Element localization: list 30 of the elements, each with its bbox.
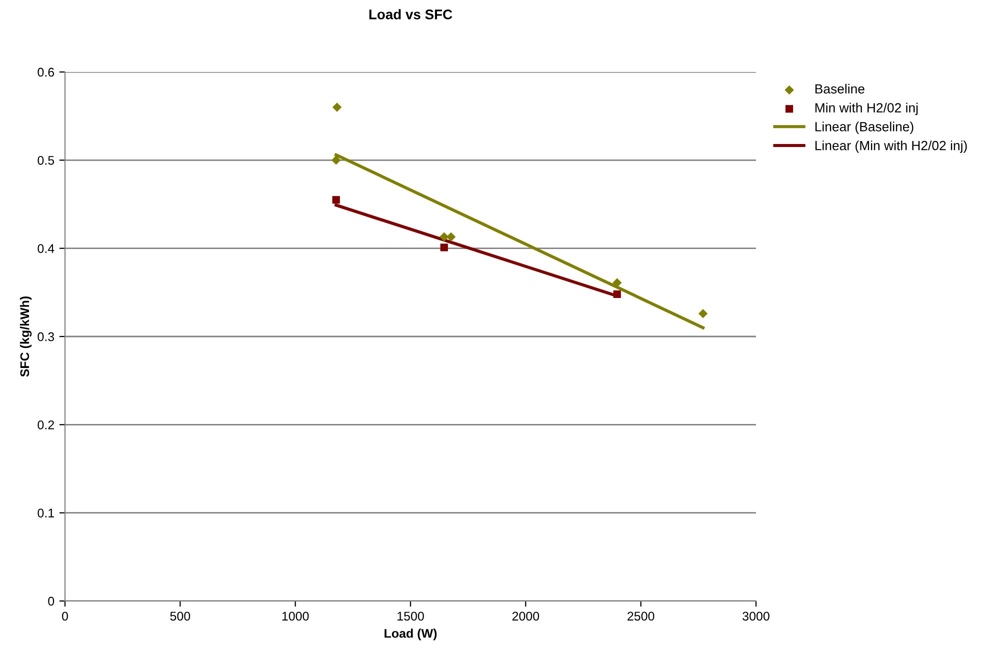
point: [698, 308, 708, 318]
point: [332, 196, 340, 204]
legend-label: Baseline: [815, 84, 864, 94]
y-tick-label: 0: [48, 596, 54, 606]
legend-label: Min with H2/02 inj: [815, 102, 918, 116]
point: [446, 232, 456, 242]
point: [332, 102, 342, 112]
y-tick-label: 0.2: [38, 420, 54, 430]
point: [440, 244, 448, 252]
point: [613, 290, 621, 298]
legend-label: Linear (Baseline): [815, 122, 914, 134]
point: [440, 232, 449, 242]
legend-label: Linear (Min with H2/02 inj): [815, 140, 967, 153]
x-tick-label: 500: [170, 612, 190, 621]
x-tick-label: 2500: [628, 612, 654, 621]
y-tick-label: 0.6: [38, 68, 54, 77]
y-tick-label: 0.4: [38, 244, 54, 253]
chart-title: Load vs SFC: [369, 9, 452, 20]
point: [612, 278, 622, 288]
y-axis-title: SFC (kg/kWh): [20, 296, 32, 377]
y-tick-label: 0.3: [38, 332, 54, 342]
y-tick-label: 0.5: [38, 156, 54, 165]
x-tick-label: 2000: [512, 612, 540, 621]
x-axis-title: Load (W): [384, 628, 437, 640]
point: [331, 156, 341, 165]
x-tick-label: 3000: [742, 612, 770, 621]
x-tick-label: 1500: [398, 612, 424, 621]
x-tick-label: 1000: [282, 612, 309, 621]
x-tick-label: 0: [62, 612, 68, 621]
y-tick-label: 0.1: [38, 508, 54, 518]
